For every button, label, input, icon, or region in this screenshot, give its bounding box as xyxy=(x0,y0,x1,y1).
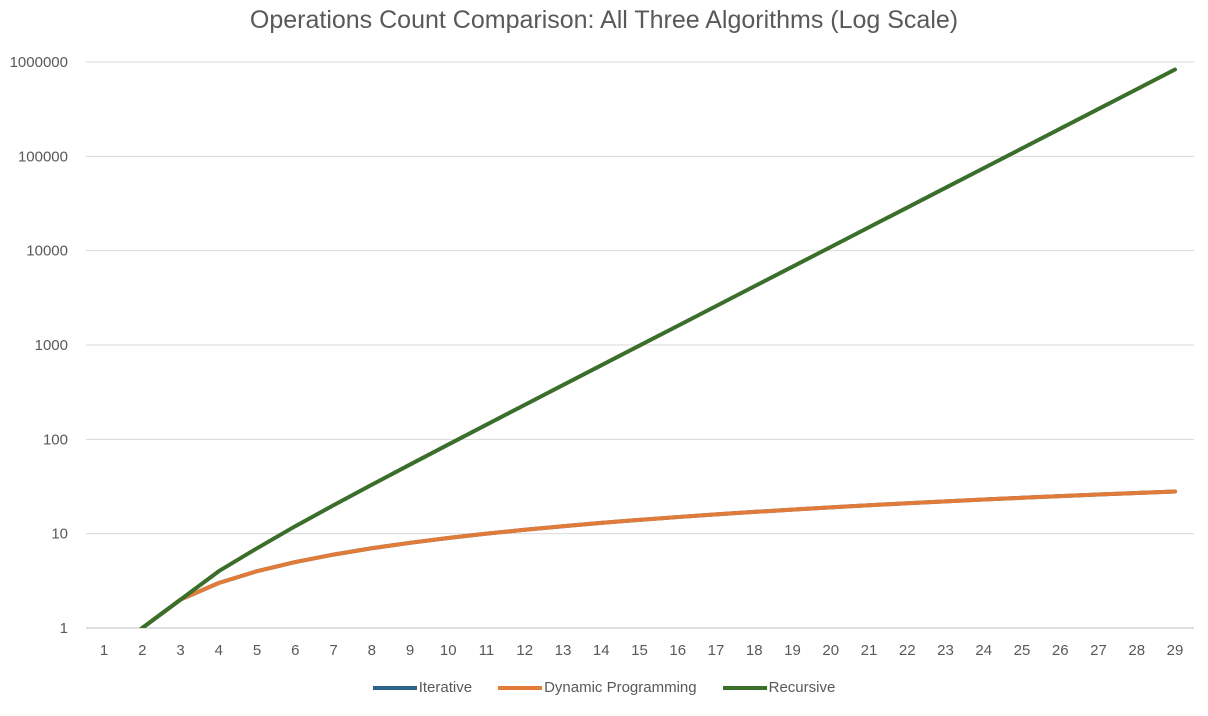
x-tick-label: 28 xyxy=(1128,642,1145,659)
legend-swatch xyxy=(372,685,417,690)
legend-item-recursive: Recursive xyxy=(722,679,836,696)
x-tick-label: 9 xyxy=(406,642,414,659)
x-tick-label: 18 xyxy=(746,642,763,659)
x-tick-label: 2 xyxy=(138,642,146,659)
chart-title: Operations Count Comparison: All Three A… xyxy=(249,6,959,34)
y-tick-label: 100 xyxy=(43,431,68,448)
x-tick-label: 11 xyxy=(479,642,495,659)
legend-item-dynamic-programming: Dynamic Programming xyxy=(498,679,697,696)
x-tick-label: 20 xyxy=(822,642,839,659)
x-tick-label: 27 xyxy=(1090,642,1107,659)
y-tick-label: 1 xyxy=(60,620,68,637)
series-line-iterative xyxy=(139,489,1177,628)
legend-swatch xyxy=(498,685,543,690)
x-tick-label: 21 xyxy=(861,642,878,659)
x-tick-label: 29 xyxy=(1167,642,1184,659)
x-tick-label: 4 xyxy=(215,642,223,659)
legend-label: Iterative xyxy=(418,679,473,696)
y-tick-label: 10 xyxy=(51,526,68,543)
series-line-recursive xyxy=(139,67,1177,628)
x-tick-label: 26 xyxy=(1052,642,1069,659)
x-tick-label: 1 xyxy=(100,642,108,659)
x-tick-label: 22 xyxy=(899,642,916,659)
x-tick-label: 5 xyxy=(253,642,261,659)
x-tick-label: 10 xyxy=(440,642,457,659)
legend-swatch xyxy=(722,685,767,690)
x-tick-label: 14 xyxy=(593,642,610,659)
x-tick-label: 15 xyxy=(631,642,648,659)
legend: Iterative Dynamic Programming Recursive xyxy=(0,679,1208,696)
x-tick-label: 6 xyxy=(291,642,299,659)
y-tick-label: 100000 xyxy=(18,148,68,165)
x-tick-label: 7 xyxy=(329,642,337,659)
x-tick-label: 13 xyxy=(555,642,572,659)
series-line-dynamic-programming xyxy=(139,489,1177,628)
x-tick-label: 12 xyxy=(516,642,533,659)
x-tick-label: 23 xyxy=(937,642,954,659)
series-group xyxy=(139,67,1177,628)
x-tick-label: 24 xyxy=(975,642,992,659)
x-tick-label: 16 xyxy=(669,642,686,659)
legend-label: Dynamic Programming xyxy=(544,679,697,696)
legend-item-iterative: Iterative xyxy=(372,679,473,696)
x-tick-label: 17 xyxy=(708,642,725,659)
x-tick-label: 3 xyxy=(176,642,184,659)
x-tick-label: 25 xyxy=(1014,642,1031,659)
legend-label: Recursive xyxy=(768,679,836,696)
y-tick-label: 10000 xyxy=(26,243,68,260)
x-tick-label: 19 xyxy=(784,642,801,659)
x-tick-label: 8 xyxy=(368,642,376,659)
y-tick-label: 1000 xyxy=(35,337,68,354)
y-tick-label: 1000000 xyxy=(10,54,68,71)
